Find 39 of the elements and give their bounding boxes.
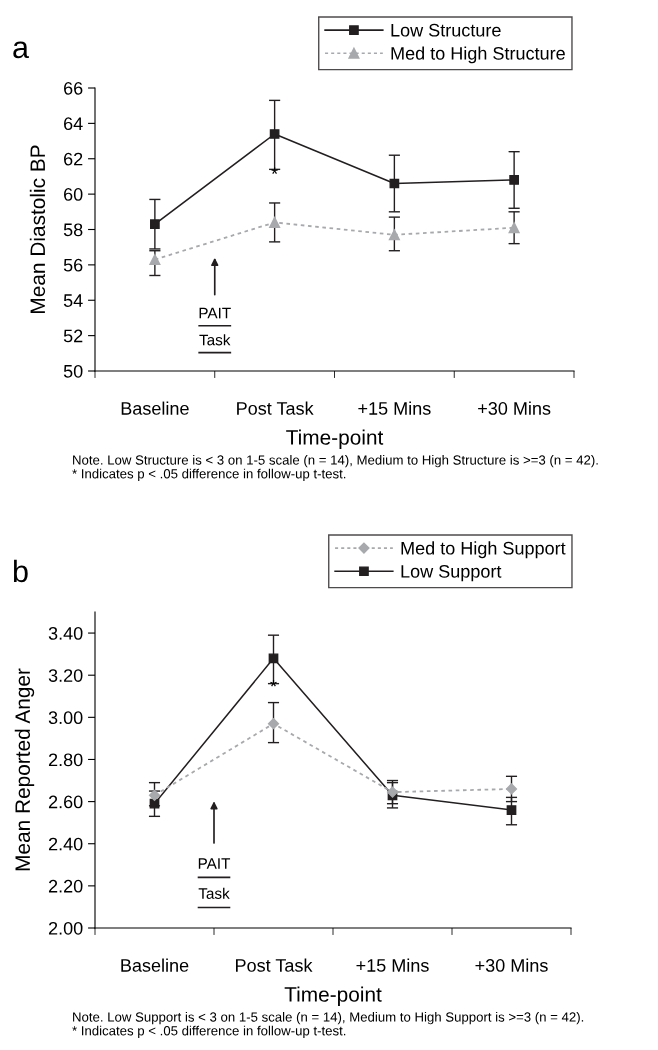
x-tick-label: Baseline xyxy=(121,958,189,972)
legend-label: Low Structure xyxy=(391,23,501,37)
x-tick-label: +15 Mins xyxy=(356,958,429,972)
x-tick-label: +30 Mins xyxy=(478,401,551,415)
text: Note. Low Support is < 3 on 1-5 scale (n = 14), Medium to High Support is >=3 (n = 42). * Indicates p < .05 difference in follow-up t-test. xyxy=(72,1012,584,1039)
y-tick-label: 64 xyxy=(64,117,83,131)
y-axis-title: Mean Reported Anger xyxy=(14,668,35,871)
legend-label: Med to High Structure xyxy=(391,46,565,64)
y-tick-label: 56 xyxy=(63,258,83,272)
y-tick-label: 3.20 xyxy=(48,669,83,682)
y-tick-label: 52 xyxy=(63,329,83,343)
x-tick-label: Post Task xyxy=(237,401,314,415)
y-tick-label: 54 xyxy=(63,294,83,307)
y-tick-label: 58 xyxy=(63,223,83,237)
y-tick-label: 2.80 xyxy=(48,753,83,767)
y-tick-label: 50 xyxy=(63,364,83,378)
y-tick-label: 62 xyxy=(64,152,83,166)
x-tick-label: Baseline xyxy=(121,401,189,415)
y-tick-label: 3.00 xyxy=(48,711,83,725)
y-tick-label: 66 xyxy=(64,81,83,95)
text: Note. Low Structure is < 3 on 1-5 scale (n = 14), Medium to High Structure is >=3 (n = 42). * Indicates p < .05 difference in follow-up t-test. xyxy=(72,455,598,482)
x-axis-title: Time-point xyxy=(284,986,382,1006)
x-tick-label: +30 Mins xyxy=(475,958,548,972)
y-tick-label: 2.00 xyxy=(48,921,83,935)
legend-label: Low Support xyxy=(401,564,502,582)
y-tick-label: 2.40 xyxy=(48,837,83,851)
x-axis-title: Time-point xyxy=(286,429,384,449)
text: PAIT Task xyxy=(198,858,231,899)
y-tick-label: 2.60 xyxy=(48,795,83,809)
y-tick-label: 60 xyxy=(64,188,83,201)
y-tick-label: 2.20 xyxy=(48,879,83,893)
x-tick-label: Post Task xyxy=(236,958,313,972)
x-tick-label: +15 Mins xyxy=(358,401,431,415)
legend-label: Med to High Support xyxy=(401,541,566,559)
y-tick-label: 3.40 xyxy=(48,627,83,640)
chart-title: b xyxy=(13,559,28,583)
y-axis-title: Mean Diastolic BP xyxy=(29,145,46,313)
annotation: PAIT Task xyxy=(199,307,231,346)
chart-title: a xyxy=(13,41,29,59)
